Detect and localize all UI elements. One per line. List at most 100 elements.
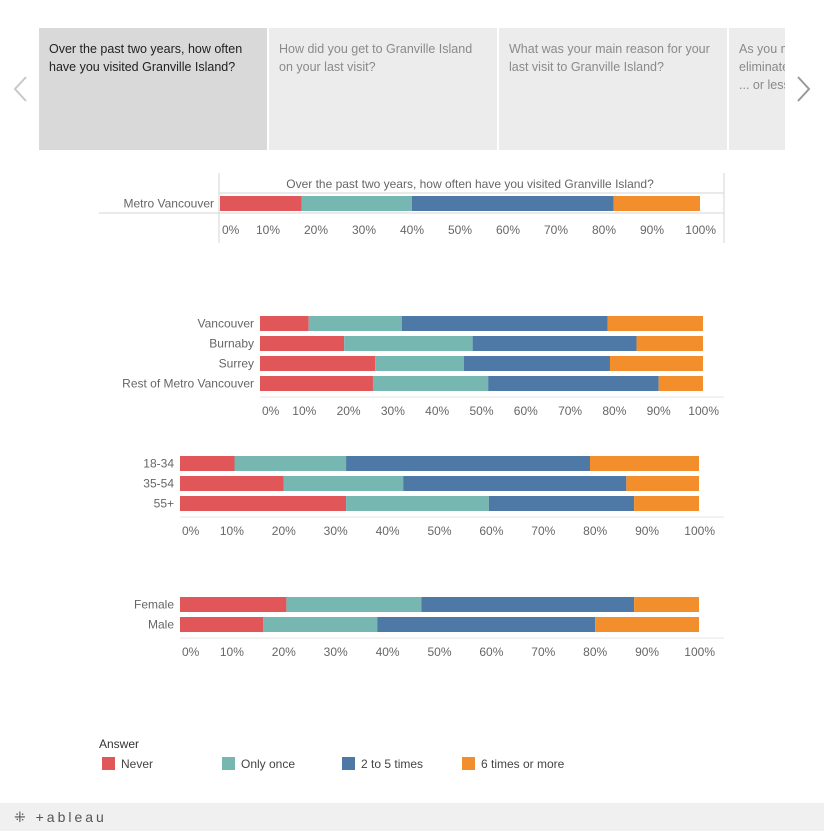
category-label-female: Female	[134, 598, 174, 612]
x-tick-label: 90%	[647, 404, 671, 418]
bar-burnaby-never	[260, 336, 345, 351]
x-tick-label: 40%	[376, 524, 400, 538]
bar-18-34-2-to-5-times	[346, 456, 591, 471]
x-tick-label: 70%	[531, 524, 555, 538]
x-tick-label: 90%	[640, 223, 664, 237]
x-tick-label: 50%	[469, 404, 493, 418]
x-tick-label: 80%	[592, 223, 616, 237]
x-tick-label: 30%	[352, 223, 376, 237]
story-point-free-parking[interactable]: As you may know, the City has eliminated…	[729, 28, 785, 150]
bar-metro-vancouver-never	[220, 196, 302, 211]
bar-55-6-times-or-more	[634, 496, 699, 511]
bar-55-2-to-5-times	[488, 496, 635, 511]
x-tick-label: 10%	[220, 645, 244, 659]
story-point-transport-mode[interactable]: How did you get to Granville Island on y…	[269, 28, 497, 150]
x-tick-label: 70%	[531, 645, 555, 659]
legend-item-only-once[interactable]: Only once	[222, 757, 295, 771]
bar-rest-of-metro-vancouver-6-times-or-more	[658, 376, 703, 391]
bar-male-2-to-5-times	[377, 617, 596, 632]
bar-vancouver-only-once	[308, 316, 402, 331]
bar-surrey-never	[260, 356, 376, 371]
x-tick-label: 80%	[602, 404, 626, 418]
x-tick-label: 40%	[400, 223, 424, 237]
category-label-18-34: 18-34	[143, 457, 174, 471]
x-tick-label: 50%	[427, 645, 451, 659]
legend-item-6-times-or-more[interactable]: 6 times or more	[462, 757, 564, 771]
bar-vancouver-6-times-or-more	[607, 316, 703, 331]
x-tick-label: 30%	[324, 645, 348, 659]
legend-item-2-to-5-times[interactable]: 2 to 5 times	[342, 757, 423, 771]
bar-female-only-once	[286, 597, 422, 612]
bar-metro-vancouver-6-times-or-more	[613, 196, 700, 211]
chart-3: 18-34 35-54 55+ 0% 10% 20% 30% 40% 50% 60% 70% 80% 9…	[143, 456, 724, 538]
bar-55-never	[180, 496, 347, 511]
legend-item-never[interactable]: Never	[102, 757, 153, 771]
x-tick-label: 90%	[635, 645, 659, 659]
x-tick-label: 100%	[684, 645, 715, 659]
x-tick-label: 40%	[425, 404, 449, 418]
bar-burnaby-only-once	[344, 336, 473, 351]
x-tick-label: 0%	[262, 404, 280, 418]
category-label-male: Male	[148, 618, 174, 632]
legend-swatch-2-to-5-times	[342, 757, 355, 770]
x-tick-label: 100%	[685, 223, 716, 237]
bar-burnaby-2-to-5-times	[472, 336, 637, 351]
x-tick-label: 30%	[381, 404, 405, 418]
next-story-arrow-icon[interactable]	[793, 74, 813, 104]
category-label-metro-vancouver: Metro Vancouver	[124, 197, 215, 211]
bar-35-54-2-to-5-times	[403, 476, 627, 491]
x-tick-label: 20%	[337, 404, 361, 418]
x-tick-label: 100%	[684, 524, 715, 538]
previous-story-arrow-icon[interactable]	[11, 74, 31, 104]
x-tick-label: 0%	[182, 524, 200, 538]
legend-title: Answer	[99, 737, 140, 751]
story-point-visit-frequency[interactable]: Over the past two years, how often have …	[39, 28, 267, 150]
x-tick-label: 70%	[558, 404, 582, 418]
bar-female-6-times-or-more	[634, 597, 699, 612]
bar-35-54-never	[180, 476, 284, 491]
x-tick-label: 70%	[544, 223, 568, 237]
story-point-visit-reason[interactable]: What was your main reason for your last …	[499, 28, 727, 150]
x-tick-label: 20%	[304, 223, 328, 237]
x-tick-label: 50%	[448, 223, 472, 237]
legend-swatch-6-times-or-more	[462, 757, 475, 770]
x-tick-label: 50%	[427, 524, 451, 538]
category-label-burnaby: Burnaby	[209, 337, 254, 351]
x-tick-label: 60%	[496, 223, 520, 237]
chart-2: Vancouver Burnaby Surrey Rest of Metro Vanc…	[122, 316, 724, 418]
x-tick-label: 90%	[635, 524, 659, 538]
bar-surrey-6-times-or-more	[609, 356, 703, 371]
bar-female-never	[180, 597, 287, 612]
bar-male-6-times-or-more	[595, 617, 699, 632]
x-tick-label: 0%	[182, 645, 200, 659]
bar-18-34-never	[180, 456, 235, 471]
bar-18-34-only-once	[234, 456, 347, 471]
x-tick-label: 10%	[256, 223, 280, 237]
x-tick-label: 60%	[479, 524, 503, 538]
x-tick-label: 80%	[583, 645, 607, 659]
category-label-surrey: Surrey	[219, 357, 254, 371]
bar-female-2-to-5-times	[421, 597, 635, 612]
bar-rest-of-metro-vancouver-only-once	[372, 376, 489, 391]
bar-metro-vancouver-only-once	[301, 196, 412, 211]
chart-title: Over the past two years, how often have …	[286, 177, 654, 191]
x-tick-label: 40%	[376, 645, 400, 659]
x-tick-label: 80%	[583, 524, 607, 538]
category-label-35-54: 35-54	[143, 477, 174, 491]
bar-18-34-6-times-or-more	[590, 456, 699, 471]
tableau-logo[interactable]: ⁜ +ableau	[14, 809, 107, 825]
bar-metro-vancouver-2-to-5-times	[412, 196, 614, 211]
x-tick-label: 20%	[272, 645, 296, 659]
bar-35-54-only-once	[283, 476, 404, 491]
bar-35-54-6-times-or-more	[626, 476, 699, 491]
chart-4: Female Male 0% 10% 20% 30% 40% 50% 60% 70% 80% 90% 1…	[134, 597, 724, 659]
x-tick-label: 10%	[220, 524, 244, 538]
bar-surrey-only-once	[375, 356, 464, 371]
bar-rest-of-metro-vancouver-never	[260, 376, 373, 391]
x-tick-label: 0%	[222, 223, 240, 237]
bar-vancouver-never	[260, 316, 309, 331]
story-navigator: Over the past two years, how often have …	[39, 28, 785, 150]
x-tick-label: 20%	[272, 524, 296, 538]
tableau-logo-mark-icon: ⁜	[14, 809, 29, 825]
bar-male-never	[180, 617, 264, 632]
